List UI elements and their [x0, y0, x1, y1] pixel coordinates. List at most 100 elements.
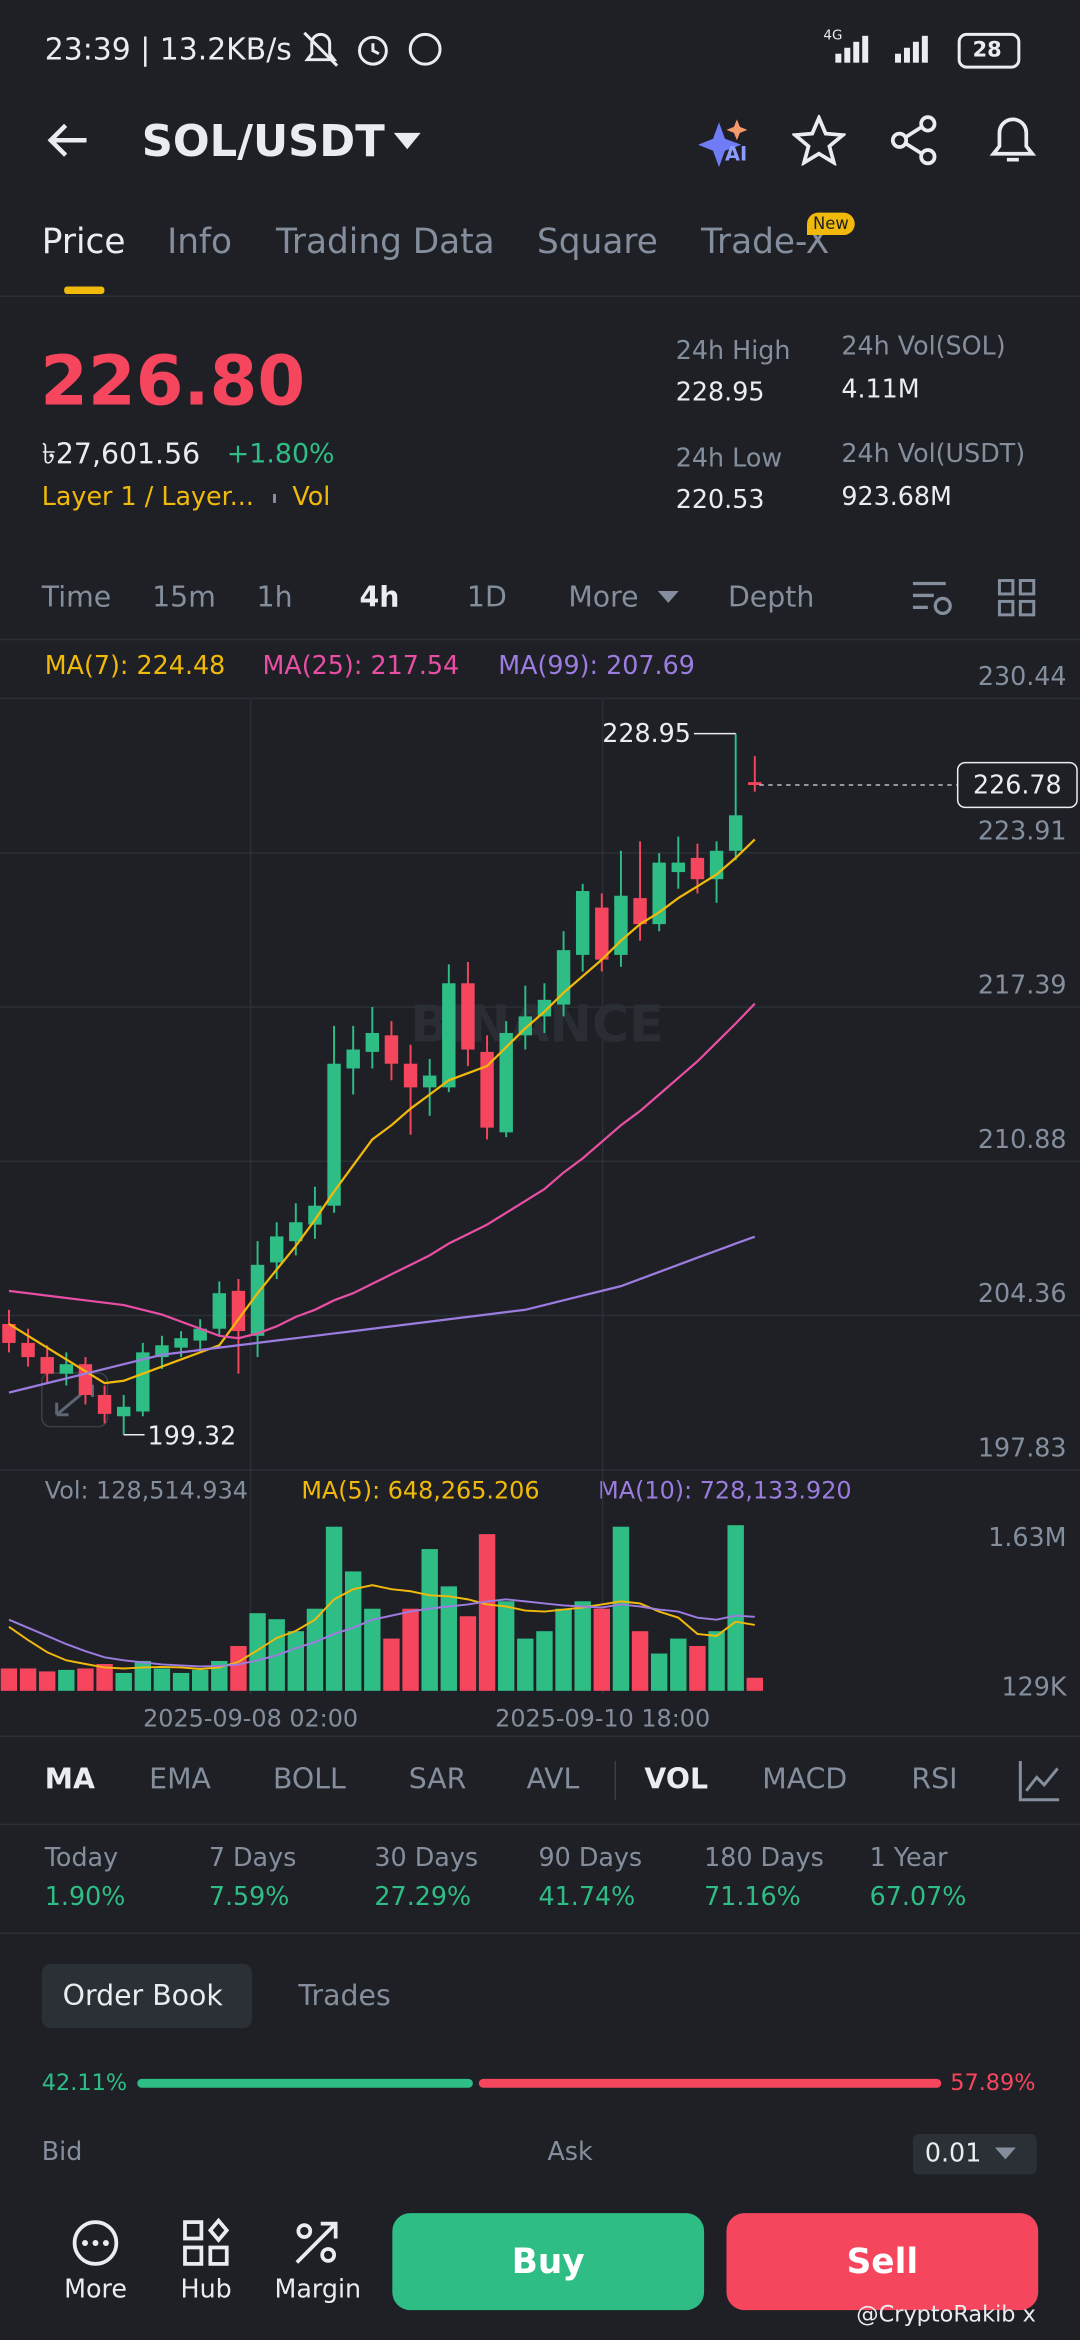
- orderbook-tab-bg[interactable]: [41, 1963, 253, 2029]
- orderbook-tab[interactable]: Order Book: [62, 1979, 223, 2013]
- pair-dropdown[interactable]: [391, 128, 427, 155]
- volume-bar: [593, 1608, 611, 1691]
- interval[interactable]: 1D: [466, 581, 507, 615]
- nav-label[interactable]: Hub: [180, 2275, 232, 2305]
- perf-value: 71.16%: [704, 1882, 801, 1913]
- interval-active[interactable]: 4h: [359, 581, 400, 615]
- vol-tick-label: 1.63M: [988, 1522, 1066, 1552]
- candle-body: [136, 1352, 150, 1412]
- candle-body: [250, 1264, 265, 1336]
- candle-body: [40, 1357, 54, 1374]
- candle-body: [193, 1328, 207, 1341]
- tab[interactable]: Trading Data: [275, 223, 495, 262]
- tab[interactable]: Square: [537, 223, 658, 262]
- stat-label: 24h Vol(SOL): [841, 332, 1006, 362]
- signal: [835, 35, 928, 63]
- buy-button[interactable]: Buy: [392, 2213, 705, 2311]
- candle-body: [289, 1222, 303, 1242]
- volume-bar: [306, 1608, 324, 1691]
- tab[interactable]: Price: [41, 223, 126, 262]
- indicator-active[interactable]: MA: [44, 1763, 95, 1797]
- share-button[interactable]: [889, 115, 943, 166]
- stat-value: 228.95: [675, 378, 765, 409]
- perf-value: 27.29%: [374, 1882, 472, 1913]
- interval[interactable]: Depth: [727, 581, 815, 615]
- hub-icon[interactable]: [180, 2217, 231, 2269]
- chart-settings[interactable]: [910, 578, 955, 620]
- vol-ma-line: [8, 1598, 755, 1668]
- legend-value: 128,514.934: [96, 1475, 248, 1505]
- divider: [0, 1823, 1080, 1826]
- last-price: 226.80: [40, 340, 306, 421]
- indicator[interactable]: SAR: [408, 1763, 467, 1797]
- bid-label: Bid: [41, 2137, 83, 2168]
- volume-bar: [383, 1638, 400, 1691]
- stat-value: 923.68M: [841, 482, 952, 513]
- nav-label[interactable]: More: [64, 2275, 128, 2305]
- candle-body: [748, 782, 762, 786]
- indicator[interactable]: RSI: [911, 1763, 958, 1797]
- alert-button[interactable]: [986, 113, 1040, 167]
- candle-body: [442, 983, 456, 1088]
- indicator[interactable]: AVL: [526, 1763, 580, 1797]
- candle-body: [614, 895, 628, 955]
- precision-box[interactable]: [912, 2134, 1037, 2175]
- interval[interactable]: 1h: [256, 581, 293, 615]
- volume-bar: [19, 1668, 37, 1691]
- legend-name: MA(7): [45, 651, 129, 681]
- ma-legend: MA(99) 207.69: [498, 651, 695, 681]
- precision[interactable]: 0.01: [924, 2139, 982, 2170]
- tab[interactable]: Info: [167, 223, 233, 262]
- tag[interactable]: Vol: [292, 482, 331, 513]
- vol-legend: MA(5) 648,265.206: [301, 1476, 539, 1504]
- candle-body: [480, 1051, 494, 1128]
- candle-body: [365, 1032, 380, 1052]
- legend-value: 224.48: [136, 651, 226, 682]
- volume-bar: [708, 1631, 725, 1691]
- back-button[interactable]: [42, 116, 96, 164]
- stat-value: 4.11M: [841, 375, 920, 406]
- perf-label: 180 Days: [704, 1843, 824, 1874]
- favorite-button[interactable]: [792, 114, 846, 166]
- volume-bar: [153, 1668, 171, 1691]
- status-icons: [303, 31, 442, 67]
- layout-button[interactable]: [996, 578, 1038, 620]
- battery: [957, 32, 1021, 69]
- sell-button[interactable]: Sell: [726, 2213, 1039, 2311]
- perf-value: 41.74%: [538, 1882, 636, 1913]
- nav-label[interactable]: Margin: [274, 2275, 362, 2305]
- new-badge: New: [807, 212, 855, 236]
- tag[interactable]: Layer 1 / Layer...: [41, 482, 254, 513]
- candle-body: [384, 1035, 399, 1064]
- more-icon[interactable]: [70, 2218, 121, 2269]
- perf-value: 67.07%: [869, 1882, 967, 1913]
- volume-bar: [746, 1677, 764, 1691]
- volume-bar: [689, 1646, 706, 1691]
- volume-bar: [478, 1534, 496, 1691]
- ma-legend: MA(25) 217.54: [263, 651, 460, 681]
- volume-bar: [249, 1613, 266, 1691]
- interval[interactable]: 15m: [152, 581, 216, 615]
- interval[interactable]: More: [568, 581, 639, 615]
- candle-body: [633, 898, 647, 925]
- candle-body: [346, 1049, 360, 1069]
- indicator[interactable]: EMA: [149, 1763, 211, 1797]
- volume-bar: [38, 1671, 56, 1691]
- trades-tab[interactable]: Trades: [298, 1979, 391, 2013]
- ai-icon[interactable]: [698, 116, 758, 170]
- margin-icon[interactable]: [291, 2218, 342, 2269]
- volume-bar: [612, 1526, 630, 1691]
- interval[interactable]: Time: [41, 581, 112, 615]
- indicator[interactable]: BOLL: [272, 1763, 346, 1797]
- indicator-separator: [614, 1760, 617, 1800]
- indicator-settings[interactable]: [1017, 1758, 1062, 1803]
- volume-bar: [574, 1601, 591, 1691]
- pair-title[interactable]: SOL/USDT: [141, 115, 385, 167]
- indicator-active[interactable]: VOL: [644, 1763, 709, 1797]
- candle-body: [155, 1345, 169, 1358]
- more-dropdown: [657, 590, 679, 603]
- volume-bar: [325, 1526, 343, 1691]
- candle-body: [2, 1323, 16, 1343]
- indicator[interactable]: MACD: [762, 1763, 848, 1797]
